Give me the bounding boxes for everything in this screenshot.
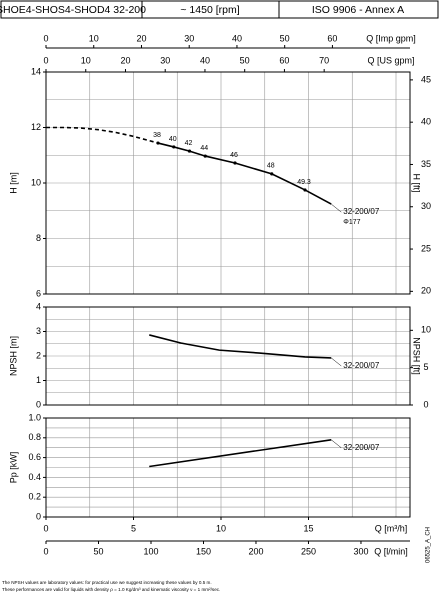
efficiency-label: 48 bbox=[267, 163, 275, 170]
y2-tick-label: 25 bbox=[421, 243, 431, 253]
x-tick-label: 40 bbox=[200, 55, 210, 65]
annotation: 32-200/07 bbox=[343, 443, 380, 452]
plot-frame bbox=[45, 417, 411, 518]
x-tick-label: 200 bbox=[248, 546, 263, 556]
x-tick-label: 30 bbox=[184, 33, 194, 43]
efficiency-label: 46 bbox=[230, 152, 238, 159]
y-tick-label: 0.8 bbox=[28, 432, 41, 442]
annotation: 32-200/07 bbox=[343, 361, 380, 370]
x-tick-label: 0 bbox=[43, 523, 48, 533]
y2-tick-label: 5 bbox=[423, 362, 428, 372]
marker bbox=[172, 145, 176, 149]
y2-tick-label: 10 bbox=[421, 325, 431, 335]
x-axis-title: Q [US gpm] bbox=[367, 55, 414, 65]
y-tick-label: 2 bbox=[36, 350, 41, 360]
y-axis-title: NPSH [m] bbox=[8, 336, 18, 376]
x-tick-label: 40 bbox=[232, 33, 242, 43]
leader bbox=[331, 439, 342, 448]
marker bbox=[156, 141, 160, 145]
y-tick-label: 0.6 bbox=[28, 452, 41, 462]
x-tick-label: 50 bbox=[280, 33, 290, 43]
efficiency-label: 38 bbox=[153, 132, 161, 139]
y-tick-label: 4 bbox=[36, 301, 41, 311]
curve bbox=[149, 334, 332, 359]
marker bbox=[270, 172, 274, 176]
x-tick-label: 60 bbox=[279, 55, 289, 65]
x-axis-title: Q [l/min] bbox=[374, 546, 408, 556]
note: The NPSH values are laboratory values: f… bbox=[2, 580, 212, 585]
annotation: Φ177 bbox=[343, 219, 360, 226]
x-tick-label: 10 bbox=[81, 55, 91, 65]
y-tick-label: 0.4 bbox=[28, 472, 41, 482]
y-tick-label: 0 bbox=[36, 399, 41, 409]
x-axis-title: Q [Imp gpm] bbox=[366, 33, 416, 43]
y-tick-label: 12 bbox=[31, 122, 41, 132]
x-tick-label: 30 bbox=[160, 55, 170, 65]
x-tick-label: 250 bbox=[301, 546, 316, 556]
curve bbox=[46, 126, 159, 144]
speed: ~ 1450 [rpm] bbox=[180, 4, 239, 16]
standard: ISO 9906 - Annex A bbox=[312, 4, 404, 16]
marker bbox=[303, 188, 307, 192]
x-tick-label: 10 bbox=[89, 33, 99, 43]
x-tick-label: 15 bbox=[303, 523, 313, 533]
header-box bbox=[278, 0, 439, 19]
y-axis-title: Pp [kW] bbox=[8, 452, 18, 484]
y-tick-label: 3 bbox=[36, 326, 41, 336]
curve bbox=[149, 438, 332, 468]
y2-tick-label: 45 bbox=[421, 74, 431, 84]
y2-tick-label: 0 bbox=[423, 399, 428, 409]
x-tick-label: 70 bbox=[319, 55, 329, 65]
y2-axis-title: NPSH [ft] bbox=[412, 337, 422, 375]
marker bbox=[233, 161, 237, 165]
x-tick-label: 10 bbox=[216, 523, 226, 533]
x-tick-label: 150 bbox=[196, 546, 211, 556]
x-tick-label: 20 bbox=[120, 55, 130, 65]
y-tick-label: 0 bbox=[36, 511, 41, 521]
y-tick-label: 14 bbox=[31, 66, 41, 76]
y2-tick-label: 30 bbox=[421, 201, 431, 211]
marker bbox=[203, 154, 207, 158]
y-tick-label: 0.2 bbox=[28, 492, 41, 502]
x-tick-label: 0 bbox=[43, 33, 48, 43]
x-axis-title: Q [m³/h] bbox=[375, 523, 408, 533]
x-tick-label: 0 bbox=[43, 546, 48, 556]
y-axis-title: H [m] bbox=[8, 172, 18, 194]
x-tick-label: 60 bbox=[327, 33, 337, 43]
y2-tick-label: 40 bbox=[421, 117, 431, 127]
efficiency-label: 42 bbox=[185, 140, 193, 147]
model: SHOE4-SHOS4-SHOD4 32-200 bbox=[0, 4, 146, 16]
y-tick-label: 1 bbox=[36, 375, 41, 385]
x-tick-label: 100 bbox=[143, 546, 158, 556]
y-tick-label: 6 bbox=[36, 288, 41, 298]
leader bbox=[331, 357, 342, 367]
y-tick-label: 10 bbox=[31, 177, 41, 187]
y2-tick-label: 35 bbox=[421, 159, 431, 169]
efficiency-label: 44 bbox=[200, 145, 208, 152]
x-tick-label: 50 bbox=[93, 546, 103, 556]
y2-tick-label: 20 bbox=[421, 286, 431, 296]
annotation: 32-200/07 bbox=[343, 207, 380, 216]
y2-axis-title: H [ft] bbox=[412, 173, 422, 192]
efficiency-label: 49.3 bbox=[297, 179, 311, 186]
y-tick-label: 8 bbox=[36, 233, 41, 243]
code: 06525_A_CH bbox=[426, 527, 432, 563]
x-tick-label: 0 bbox=[43, 55, 48, 65]
leader bbox=[331, 203, 342, 213]
curve bbox=[157, 142, 332, 205]
y-tick-label: 1.0 bbox=[28, 412, 41, 422]
x-tick-label: 20 bbox=[136, 33, 146, 43]
efficiency-label: 40 bbox=[169, 136, 177, 143]
x-tick-label: 300 bbox=[353, 546, 368, 556]
note: These performances are valid for liquids… bbox=[2, 587, 220, 592]
x-tick-label: 5 bbox=[131, 523, 136, 533]
x-tick-label: 50 bbox=[240, 55, 250, 65]
marker bbox=[187, 149, 192, 153]
